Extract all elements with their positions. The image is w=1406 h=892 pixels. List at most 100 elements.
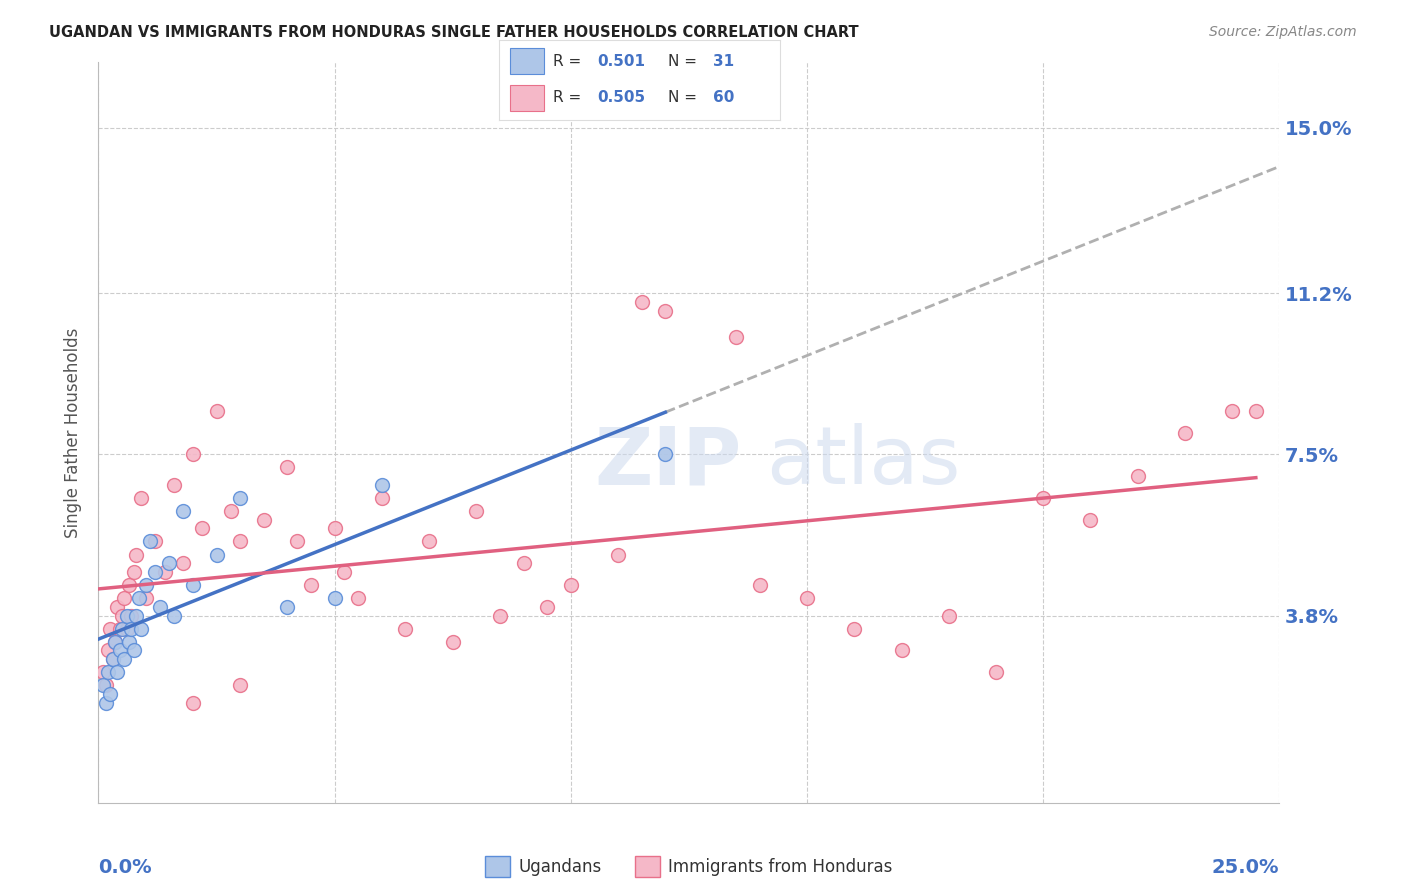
Point: [97, 665, 120, 680]
Point: [111, 608, 134, 623]
Point: [125, 548, 148, 562]
Point: [153, 565, 176, 579]
Point: [323, 521, 346, 535]
Text: ZIP: ZIP: [595, 423, 742, 501]
Text: 25.0%: 25.0%: [1212, 858, 1279, 878]
Point: [1174, 425, 1197, 440]
Point: [890, 643, 912, 657]
Point: [112, 652, 135, 666]
Point: [135, 591, 157, 606]
Point: [253, 513, 276, 527]
Point: [122, 643, 145, 657]
Point: [418, 534, 440, 549]
Point: [91, 665, 114, 680]
Point: [1244, 404, 1267, 418]
Point: [347, 591, 370, 606]
Y-axis label: Single Father Households: Single Father Households: [65, 327, 83, 538]
Point: [94, 678, 117, 692]
Legend: Ugandans, Immigrants from Honduras: Ugandans, Immigrants from Honduras: [478, 850, 900, 883]
Point: [104, 634, 127, 648]
Point: [219, 504, 242, 518]
Point: [205, 548, 228, 562]
Point: [205, 404, 228, 418]
Point: [371, 478, 394, 492]
Point: [115, 608, 138, 623]
Point: [181, 578, 204, 592]
Point: [276, 599, 298, 614]
Point: [163, 478, 186, 492]
Point: [441, 634, 464, 648]
Point: [796, 591, 818, 606]
Point: [1126, 469, 1149, 483]
Point: [104, 634, 127, 648]
Text: Source: ZipAtlas.com: Source: ZipAtlas.com: [1209, 25, 1357, 39]
Point: [394, 622, 416, 636]
Point: [654, 447, 676, 461]
Point: [105, 665, 128, 680]
Point: [938, 608, 960, 623]
Point: [560, 578, 582, 592]
Point: [465, 504, 488, 518]
Point: [276, 460, 298, 475]
Point: [654, 303, 676, 318]
Point: [323, 591, 346, 606]
Point: [111, 622, 134, 636]
Point: [121, 622, 143, 636]
Text: atlas: atlas: [766, 423, 960, 501]
Point: [333, 565, 356, 579]
Point: [157, 556, 180, 570]
Point: [125, 608, 148, 623]
Text: R =: R =: [553, 90, 586, 105]
Text: 31: 31: [713, 54, 734, 69]
Point: [984, 665, 1007, 680]
Point: [1220, 404, 1243, 418]
Point: [135, 578, 157, 592]
Point: [181, 696, 204, 710]
Text: 0.505: 0.505: [598, 90, 645, 105]
Text: 0.0%: 0.0%: [98, 858, 152, 878]
Point: [229, 534, 252, 549]
Point: [163, 608, 186, 623]
Point: [101, 652, 124, 666]
Text: N =: N =: [668, 54, 702, 69]
Point: [512, 556, 534, 570]
Point: [129, 622, 152, 636]
Point: [108, 643, 131, 657]
Point: [172, 504, 194, 518]
Point: [143, 565, 166, 579]
Point: [129, 491, 152, 505]
Point: [122, 565, 145, 579]
Text: 60: 60: [713, 90, 734, 105]
Text: N =: N =: [668, 90, 702, 105]
Point: [191, 521, 214, 535]
Point: [139, 534, 162, 549]
Point: [229, 678, 252, 692]
Point: [115, 622, 138, 636]
Point: [607, 548, 630, 562]
Point: [1080, 513, 1102, 527]
Point: [101, 652, 124, 666]
Point: [299, 578, 322, 592]
Point: [97, 643, 120, 657]
Point: [489, 608, 512, 623]
Text: 0.501: 0.501: [598, 54, 645, 69]
Point: [143, 534, 166, 549]
Point: [181, 447, 204, 461]
Point: [91, 678, 114, 692]
Point: [285, 534, 308, 549]
Point: [1032, 491, 1054, 505]
Point: [128, 591, 150, 606]
Point: [229, 491, 252, 505]
Point: [844, 622, 866, 636]
Point: [98, 622, 121, 636]
Text: UGANDAN VS IMMIGRANTS FROM HONDURAS SINGLE FATHER HOUSEHOLDS CORRELATION CHART: UGANDAN VS IMMIGRANTS FROM HONDURAS SING…: [49, 25, 859, 40]
Point: [536, 599, 558, 614]
Point: [108, 622, 131, 636]
Bar: [510, 85, 544, 111]
Point: [630, 295, 652, 310]
Point: [121, 608, 143, 623]
Point: [118, 634, 141, 648]
Point: [105, 599, 128, 614]
Point: [149, 599, 172, 614]
Point: [118, 578, 141, 592]
